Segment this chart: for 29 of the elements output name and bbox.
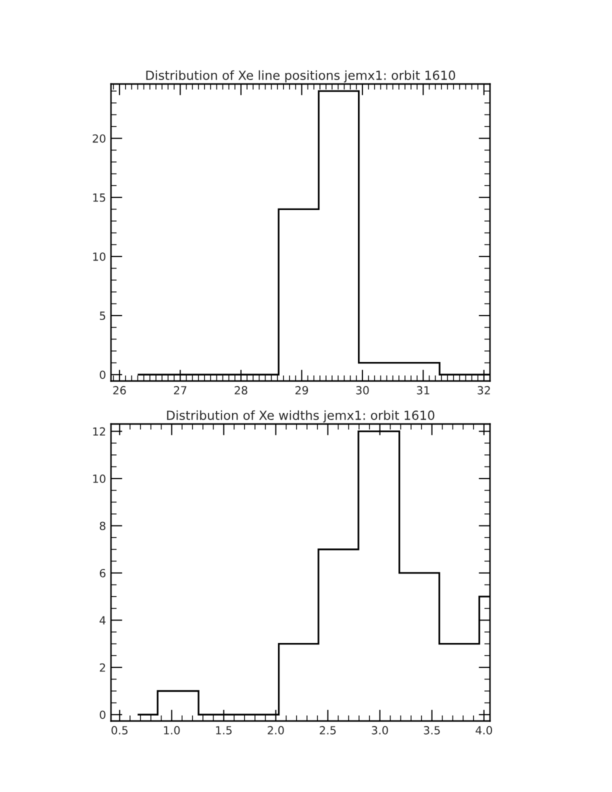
x-tick-label: 29 xyxy=(295,386,308,394)
y-tick-label: 15 xyxy=(93,194,106,202)
x-tick-label: 4.0 xyxy=(476,726,492,734)
x-tick-label: 2.0 xyxy=(268,726,284,734)
y-tick-label: 10 xyxy=(93,474,106,483)
y-tick-label: 8 xyxy=(100,522,106,530)
x-tick-label: 31 xyxy=(416,386,430,394)
x-tick-label: 27 xyxy=(174,386,186,394)
x-tick-label: 3.5 xyxy=(424,726,440,734)
y-tick-label: 20 xyxy=(92,134,106,143)
x-tick-label: 2.5 xyxy=(320,726,336,734)
x-tick-label: 0.5 xyxy=(112,726,128,734)
x-tick-label: 30 xyxy=(356,386,369,394)
x-tick-label: 1.5 xyxy=(216,726,232,734)
y-tick-label: 0 xyxy=(100,710,106,720)
x-tick-label: 1.0 xyxy=(164,726,180,734)
y-tick-label: 10 xyxy=(93,252,106,261)
y-tick-label: 4 xyxy=(100,616,106,624)
x-tick-label: 28 xyxy=(234,386,248,394)
chart-title: Distribution of Xe line positions jemx1: orbit 1610 xyxy=(146,70,456,82)
y-tick-label: 6 xyxy=(100,568,106,578)
y-tick-label: 2 xyxy=(100,663,106,672)
x-tick-label: 3.0 xyxy=(372,726,388,734)
y-tick-label: 0 xyxy=(100,370,106,379)
y-tick-label: 12 xyxy=(93,427,106,436)
x-tick-label: 32 xyxy=(478,386,490,394)
y-tick-label: 5 xyxy=(100,312,106,320)
x-tick-label: 26 xyxy=(113,386,126,394)
chart-title: Distribution of Xe widths jemx1: orbit 1610 xyxy=(167,410,434,422)
